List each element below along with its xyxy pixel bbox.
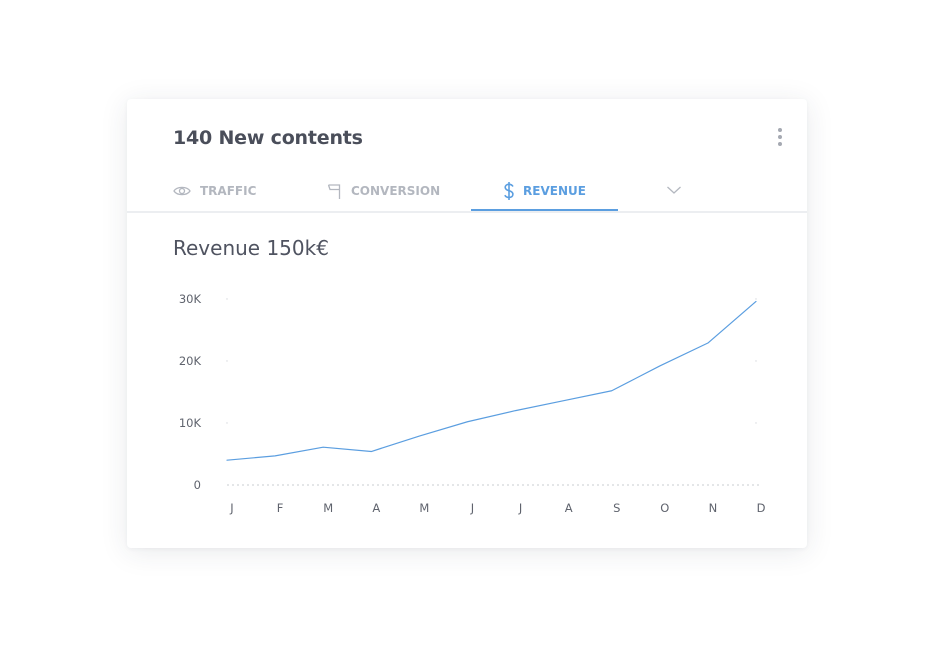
tab-conversion-label: CONVERSION (351, 184, 441, 198)
x-tick-label: S (613, 501, 620, 515)
chevron-down-icon (666, 184, 682, 198)
x-tick-label: N (709, 501, 718, 515)
grid-tick-dot (226, 360, 228, 362)
y-tick-label: 30K (179, 292, 202, 306)
active-tab-indicator (471, 209, 618, 211)
dollar-icon (503, 181, 515, 201)
tab-conversion[interactable]: CONVERSION (327, 171, 440, 211)
x-tick-label: J (518, 501, 522, 515)
tab-traffic[interactable]: TRAFFIC (173, 171, 256, 211)
x-tick-label: A (372, 501, 380, 515)
tab-revenue[interactable]: REVENUE (471, 171, 618, 211)
x-tick-label: M (419, 501, 429, 515)
x-tick-label: A (565, 501, 573, 515)
x-tick-label: J (229, 501, 233, 515)
grid-tick-dot (755, 422, 757, 424)
revenue-series-line (226, 300, 757, 461)
y-tick-label: 20K (179, 354, 202, 368)
tab-bar: TRAFFIC CONVERSION REVENUE (127, 171, 807, 213)
chart-title: Revenue 150k€ (173, 236, 329, 260)
grid-tick-dot (226, 422, 228, 424)
tab-traffic-label: TRAFFIC (200, 184, 257, 198)
grid-tick-dot (755, 298, 757, 300)
y-tick-label: 10K (179, 416, 202, 430)
flag-icon (327, 183, 342, 200)
revenue-card: 140 New contents TRAFFIC CONVERSION (127, 99, 807, 548)
x-tick-label: D (757, 501, 766, 515)
eye-icon (173, 185, 191, 197)
tab-revenue-label: REVENUE (523, 184, 586, 198)
more-options-icon[interactable] (776, 128, 784, 150)
x-tick-label: J (470, 501, 474, 515)
card-title: 140 New contents (173, 127, 363, 149)
x-tick-label: M (323, 501, 333, 515)
grid-tick-dot (755, 360, 757, 362)
tab-more-dropdown[interactable] (665, 171, 683, 211)
x-tick-label: O (660, 501, 669, 515)
y-tick-label: 0 (194, 478, 201, 492)
revenue-line-chart: 0 10K 20K 30K J F M A M J J A S O N D (179, 292, 766, 515)
x-tick-label: F (277, 501, 284, 515)
grid-tick-dot (226, 298, 228, 300)
